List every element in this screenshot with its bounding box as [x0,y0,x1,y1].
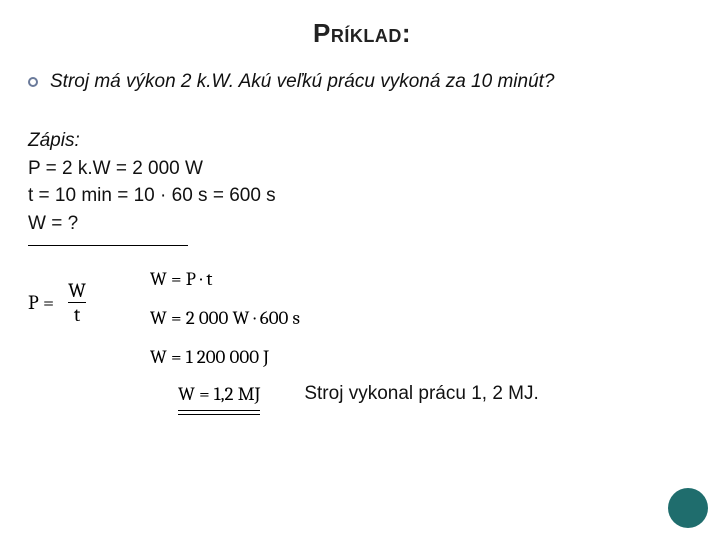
power-formula: P = W t [28,280,92,325]
double-underline-icon [178,414,260,415]
double-underline-icon [178,410,260,411]
slide: Príklad: Stroj má výkon 2 k.W. Akú veľkú… [0,0,720,540]
bullet-icon [28,77,38,87]
fraction-numerator: W [62,280,92,302]
zapis-line: W = ? [28,210,696,238]
zapis-line: t = 10 min = 10 · 60 s = 600 s [28,182,696,210]
slide-title: Príklad: [28,18,696,49]
zapis-label: Zápis: [28,127,696,155]
fraction: W t [62,280,92,325]
final-equation-text: W = 1,2 MJ [178,383,260,405]
equation-line: W = 2 000 W · 600 s [150,299,300,338]
formula-lhs: P = [28,291,54,314]
equation-line: W = 1 200 000 J [150,338,300,377]
equation-line: W = P · t [150,260,300,299]
question-row: Stroj má výkon 2 k.W. Akú veľkú prácu vy… [28,71,696,93]
fraction-denominator: t [68,302,87,325]
answer-text: Stroj vykonal prácu 1, 2 MJ. [304,383,538,405]
corner-dot-icon [668,488,708,528]
final-equation: W = 1,2 MJ [178,383,260,405]
math-area: P = W t W = P · t W = 2 000 W · 600 s W … [28,260,696,377]
zapis-line: P = 2 k.W = 2 000 W [28,155,696,183]
final-row: W = 1,2 MJ Stroj vykonal prácu 1, 2 MJ. [178,383,696,405]
zapis-block: Zápis: P = 2 k.W = 2 000 W t = 10 min = … [28,127,696,237]
underline-divider [28,245,188,246]
equation-column: W = P · t W = 2 000 W · 600 s W = 1 200 … [150,260,300,377]
question-text: Stroj má výkon 2 k.W. Akú veľkú prácu vy… [50,71,554,93]
